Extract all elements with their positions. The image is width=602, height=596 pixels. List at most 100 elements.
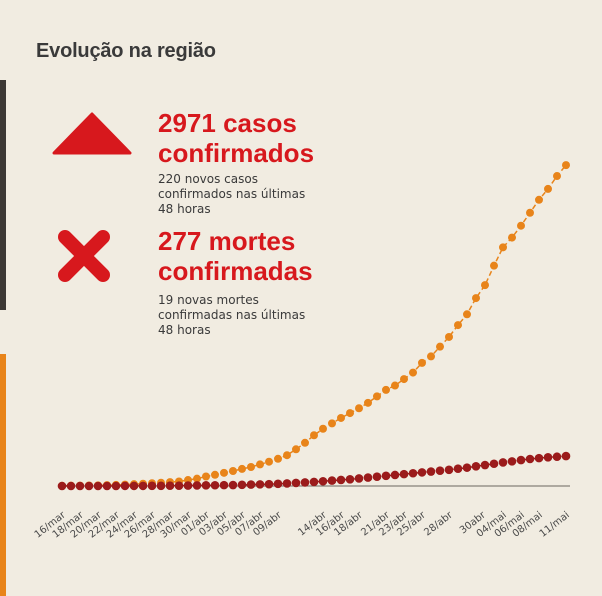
cases-point [373,392,381,401]
side-accent-orange [0,354,6,596]
cases-point [562,161,570,170]
deaths-point [210,480,220,490]
deaths-point [417,468,427,477]
cases-point [445,332,453,341]
cases-point [553,172,561,181]
cases-point [454,321,462,330]
deaths-point [183,481,193,490]
cases-point [490,261,498,270]
deaths-point [66,481,76,491]
deaths-point [156,481,166,491]
cases-point [265,457,273,466]
x-tick-label: 28/abr [422,509,455,538]
deaths-point [516,455,526,465]
deaths-point [165,481,175,490]
deaths-point [354,474,364,483]
cases-point [274,454,282,463]
deaths-point [462,463,472,472]
cases-point [355,404,363,413]
cases-point [301,438,309,447]
cases-point [256,460,264,469]
cases-point [409,368,417,377]
deaths-point [192,481,202,490]
cases-point [526,208,534,217]
cases-point [211,470,219,479]
deaths-point [201,481,211,490]
deaths-point [228,480,238,490]
deaths-point [300,478,310,487]
cases-point [328,419,336,428]
cases-point [418,358,426,367]
deaths-point [435,466,445,475]
deaths-point [219,480,229,490]
deaths-point [534,453,544,463]
cases-point [427,352,435,361]
cases-subtext: 220 novos casos confirmados nas últimas … [158,172,306,216]
deaths-point [84,481,94,491]
cases-point [508,233,516,242]
deaths-point [111,481,121,491]
deaths-point [453,464,463,474]
deaths-point [102,481,112,491]
cases-point [247,462,255,471]
deaths-headline: 277 mortes confirmadas [158,226,313,286]
cases-point [391,381,399,390]
deaths-point [552,452,562,462]
deaths-point [561,451,571,461]
deaths-point [363,473,373,482]
deaths-point [399,469,409,479]
cases-point [292,445,300,454]
deaths-point [408,468,418,478]
deaths-point [237,480,247,490]
cases-point [310,431,318,440]
deaths-point [318,476,328,486]
deaths-point [426,467,436,476]
deaths-point [444,465,454,475]
deaths-point [120,481,130,491]
deaths-point [57,481,67,491]
deaths-point [129,481,139,491]
deaths-point [372,472,382,482]
cases-point [472,294,480,303]
deaths-point [246,480,256,489]
cases-point [319,424,327,433]
deaths-point [543,452,553,462]
deaths-point [309,477,319,487]
cases-point [544,184,552,193]
cross-icon [58,230,110,282]
deaths-point [480,460,490,470]
page-title: Evolução na região [36,40,216,62]
deaths-point [282,479,292,488]
cases-headline: 2971 casos confirmados [158,108,315,168]
cases-point [400,375,408,384]
cases-point [535,195,543,204]
cases-point [517,221,525,230]
deaths-point [336,475,346,485]
deaths-point [327,476,337,485]
deaths-point [525,454,535,464]
triangle-up-icon [52,112,132,155]
cases-point [481,281,489,290]
deaths-point [255,480,265,489]
cases-point [220,468,228,477]
deaths-point [138,481,148,491]
side-accent-dark [0,80,6,310]
deaths-point [147,481,157,491]
deaths-point [264,479,274,489]
deaths-point [174,481,184,490]
cases-point [364,398,372,407]
deaths-point [489,459,499,469]
cases-point [229,466,237,475]
cases-point [238,464,246,473]
deaths-point [507,457,517,466]
cases-point [346,409,354,418]
deaths-point [471,462,481,471]
deaths-subtext: 19 novas mortes confirmadas nas últimas … [158,293,306,337]
cases-point [337,413,345,422]
cases-point [436,342,444,351]
cases-point [283,451,291,460]
deaths-point [93,481,103,491]
cases-point [202,472,210,481]
cases-point [382,385,390,394]
